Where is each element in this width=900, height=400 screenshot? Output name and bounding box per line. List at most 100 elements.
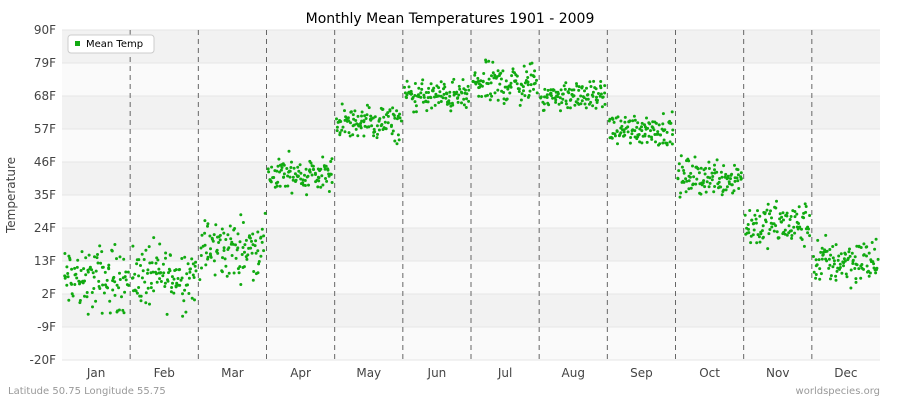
data-point: [131, 244, 135, 248]
data-point: [452, 77, 456, 81]
data-point: [640, 129, 644, 133]
x-tick-label: Aug: [562, 366, 585, 380]
data-point: [143, 280, 147, 284]
x-tick-label: Feb: [154, 366, 175, 380]
data-point: [719, 185, 723, 189]
data-point: [575, 84, 579, 88]
data-point: [204, 263, 208, 267]
data-point: [152, 289, 156, 293]
data-point: [467, 88, 471, 92]
data-point: [356, 134, 360, 138]
data-point: [384, 127, 388, 131]
data-point: [850, 251, 854, 255]
data-point: [218, 233, 222, 237]
data-point: [183, 255, 187, 259]
data-point: [185, 272, 189, 276]
data-point: [191, 273, 195, 277]
data-point: [124, 270, 128, 274]
data-point: [367, 106, 371, 110]
data-point: [665, 143, 669, 147]
data-point: [439, 80, 443, 84]
data-point: [382, 115, 386, 119]
data-point: [708, 181, 712, 185]
data-point: [662, 138, 666, 142]
data-point: [645, 140, 649, 144]
data-point: [517, 90, 521, 93]
data-point: [425, 109, 429, 113]
data-point: [172, 277, 176, 281]
data-point: [199, 254, 203, 257]
data-point: [710, 171, 714, 175]
data-point: [564, 81, 568, 85]
data-point: [717, 180, 721, 184]
data-point: [751, 233, 755, 237]
data-point: [107, 266, 111, 270]
data-point: [294, 178, 298, 182]
data-point: [689, 171, 693, 175]
data-point: [834, 243, 838, 247]
data-point: [206, 222, 210, 226]
data-point: [447, 99, 451, 103]
data-point: [101, 283, 105, 287]
data-point: [377, 128, 381, 132]
data-point: [437, 86, 441, 90]
data-point: [552, 88, 556, 92]
data-point: [191, 262, 195, 266]
data-point: [303, 179, 307, 182]
y-tick-label: 46F: [34, 155, 56, 169]
data-point: [199, 246, 203, 250]
data-point: [814, 273, 818, 276]
data-point: [775, 199, 778, 203]
data-point: [542, 102, 546, 106]
data-point: [789, 229, 793, 233]
data-point: [776, 236, 780, 240]
data-point: [599, 80, 603, 83]
data-point: [324, 177, 327, 180]
data-point: [720, 175, 724, 179]
data-point: [383, 120, 387, 124]
data-point: [360, 114, 363, 118]
data-point: [165, 312, 169, 316]
data-point: [542, 108, 546, 112]
data-point: [317, 179, 321, 183]
data-point: [111, 288, 115, 292]
data-point: [224, 238, 228, 241]
data-point: [476, 76, 480, 80]
data-point: [756, 209, 759, 213]
data-point: [226, 233, 230, 237]
data-point: [367, 125, 371, 129]
data-point: [144, 248, 148, 252]
data-point: [797, 222, 800, 225]
data-point: [140, 276, 144, 280]
data-point: [131, 276, 135, 280]
data-point: [834, 278, 838, 282]
data-point: [117, 308, 121, 312]
data-point: [812, 270, 816, 274]
data-point: [414, 104, 418, 108]
data-point: [464, 106, 468, 109]
data-point: [528, 89, 532, 93]
data-point: [250, 239, 253, 243]
data-point: [480, 95, 484, 98]
data-point: [241, 246, 245, 249]
data-point: [782, 218, 785, 222]
data-point: [200, 266, 203, 270]
data-point: [730, 172, 734, 176]
data-point: [76, 258, 80, 262]
data-point: [713, 163, 716, 167]
data-point: [648, 122, 652, 126]
data-point: [804, 205, 808, 208]
data-point: [80, 250, 84, 254]
data-point: [181, 314, 185, 318]
data-point: [560, 101, 564, 105]
data-point: [713, 168, 716, 172]
data-point: [715, 170, 719, 174]
data-point: [78, 299, 82, 302]
data-point: [422, 95, 426, 99]
data-point: [465, 92, 469, 96]
data-point: [259, 254, 263, 258]
data-point: [530, 61, 534, 65]
data-point: [499, 77, 503, 81]
data-point: [229, 237, 233, 241]
data-point: [306, 174, 310, 178]
